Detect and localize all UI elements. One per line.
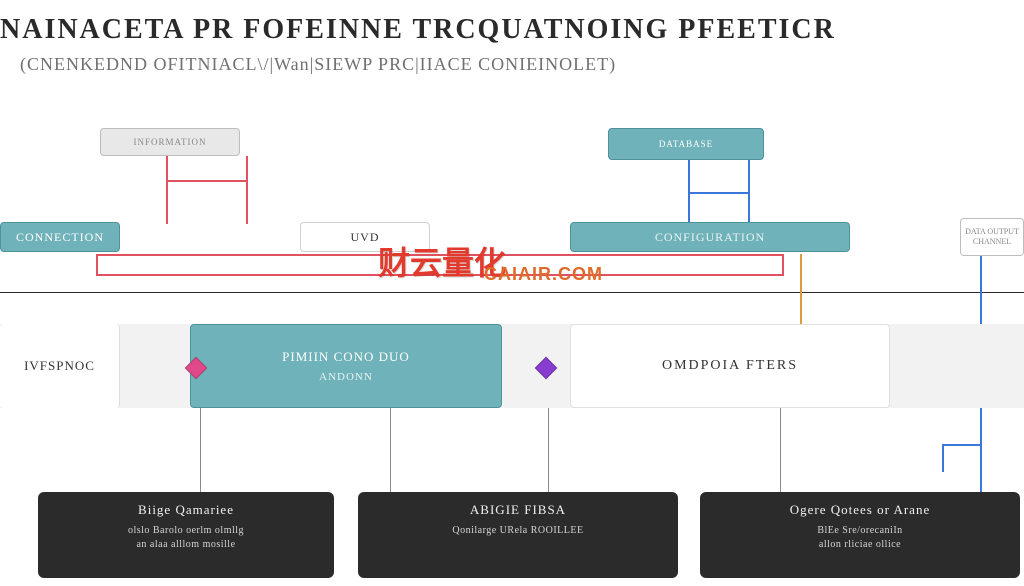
dark-block-title: Ogere Qotees or Arane — [708, 502, 1012, 518]
main-block-center-l2: ANDONN — [319, 371, 373, 383]
page-title: NAINACETA PR FOFEINNE TRCQUATNOING PFEET… — [0, 14, 836, 46]
row-left-teal: CONNECTION — [0, 222, 120, 252]
dark-block-1: ABIGIE FIBSA Qonilarge URela ROOILLEE — [358, 492, 678, 578]
main-block-center: PIMIIN CONO DUO ANDONN — [190, 324, 502, 408]
node-top-right: DATABASE — [608, 128, 764, 160]
connector-line — [800, 254, 802, 324]
connector-line — [942, 444, 980, 446]
connector-line — [942, 444, 944, 472]
connector-line — [166, 156, 168, 224]
dark-block-0: Biige Qamariee olslo Barolo oerlm olmllg … — [38, 492, 334, 578]
dark-block-body: BlEe Sre/orecaniIn allon rliciae ollice — [708, 524, 1012, 552]
row-right-gray: DATA OUTPUTCHANNEL — [960, 218, 1024, 256]
connector-line — [780, 408, 781, 492]
connector-line — [246, 156, 248, 224]
page-subtitle: (CNENKEDND OFITNIACL\/|Wan|SIEWP PRC|IIA… — [20, 54, 616, 75]
connector-line — [548, 408, 549, 492]
dark-block-body: olslo Barolo oerlm olmllg an alaa alllom… — [46, 524, 326, 552]
row-right-gray-l1: DATA OUTPUT — [965, 227, 1019, 237]
connector-line — [390, 408, 391, 492]
main-block-left: IVFSPNOC — [0, 324, 120, 408]
connector-line — [166, 180, 246, 182]
main-block-center-l1: PIMIIN CONO DUO — [282, 349, 410, 365]
row-mid-teal: CONFIGURATION — [570, 222, 850, 252]
connector-line — [200, 408, 201, 492]
dark-block-2: Ogere Qotees or Arane BlEe Sre/orecaniIn … — [700, 492, 1020, 578]
dark-block-title: ABIGIE FIBSA — [366, 502, 670, 518]
connector-line — [688, 192, 748, 194]
row-right-gray-l2: CHANNEL — [973, 237, 1011, 247]
watermark-sub: CAIAIR.COM — [484, 264, 603, 285]
dark-block-body: Qonilarge URela ROOILLEE — [366, 524, 670, 538]
node-top-left: INFORMATION — [100, 128, 240, 156]
connector-line — [0, 292, 1024, 293]
dark-block-title: Biige Qamariee — [46, 502, 326, 518]
connector-line — [748, 160, 750, 224]
main-block-right: OMDPOIA FTERS — [570, 324, 890, 408]
